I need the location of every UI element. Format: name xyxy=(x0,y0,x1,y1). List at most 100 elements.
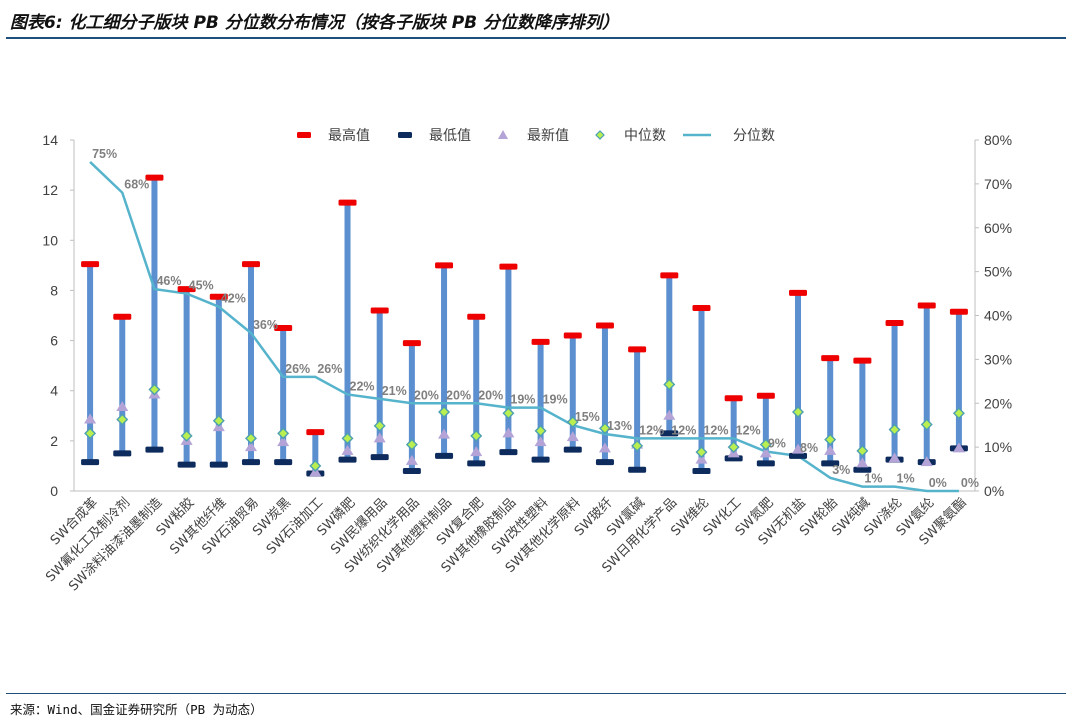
range-bar xyxy=(827,358,834,464)
y-left-tick-label: 10 xyxy=(42,232,58,248)
max-marker xyxy=(885,320,904,327)
max-marker xyxy=(949,308,968,315)
latest-marker xyxy=(502,427,515,438)
latest-marker xyxy=(856,457,869,468)
max-marker xyxy=(660,272,679,279)
min-marker xyxy=(660,430,679,437)
latest-marker xyxy=(470,446,483,457)
range-bar xyxy=(441,265,448,456)
legend-max-swatch xyxy=(297,132,311,138)
title-divider xyxy=(6,37,1066,39)
percentile-label: 13% xyxy=(607,419,632,433)
median-marker xyxy=(824,433,837,446)
latest-marker xyxy=(920,456,933,467)
max-marker xyxy=(81,261,100,268)
latest-marker xyxy=(116,401,129,412)
latest-marker xyxy=(244,441,257,452)
median-marker xyxy=(116,413,129,426)
y-right-tick-label: 30% xyxy=(984,351,1012,367)
median-marker xyxy=(856,444,869,457)
median-marker xyxy=(405,438,418,451)
range-bars xyxy=(87,177,962,474)
y-right-tick-label: 70% xyxy=(984,176,1012,192)
max-marker xyxy=(724,395,743,402)
y-left-tick-label: 12 xyxy=(42,182,58,198)
range-bar xyxy=(923,305,930,463)
legend-latest-swatch xyxy=(498,130,508,139)
min-marker xyxy=(756,460,775,467)
range-bar xyxy=(87,264,94,463)
median-marker xyxy=(920,418,933,431)
median-marker xyxy=(470,429,483,442)
y-right-tick-label: 60% xyxy=(984,220,1012,236)
max-marker xyxy=(435,262,454,269)
min-marker xyxy=(241,459,260,466)
min-marker xyxy=(274,459,293,466)
percentile-label: 19% xyxy=(510,393,535,407)
min-marker xyxy=(467,460,486,467)
range-bar xyxy=(569,335,576,450)
median-marker xyxy=(631,439,644,452)
range-bar xyxy=(634,349,641,470)
range-bar xyxy=(762,395,769,464)
latest-marker xyxy=(598,442,611,453)
legend-label: 中位数 xyxy=(624,128,666,144)
percentile-label: 12% xyxy=(671,423,696,437)
min-marker xyxy=(853,466,872,473)
median-marker xyxy=(341,432,354,445)
max-marker xyxy=(789,289,808,296)
latest-marker xyxy=(534,436,547,447)
y-left-tick-label: 6 xyxy=(50,333,58,349)
min-marker xyxy=(563,446,582,453)
range-bar xyxy=(795,292,802,456)
min-marker xyxy=(435,452,454,459)
range-bar xyxy=(280,328,287,463)
min-marker xyxy=(81,459,100,466)
percentile-label: 0% xyxy=(929,476,947,490)
legend-median-swatch xyxy=(595,130,605,140)
latest-marker xyxy=(695,453,708,464)
median-marker xyxy=(502,407,515,420)
figure-title: 图表6: 化工细分子版块 PB 分位数分布情况（按各子版块 PB 分位数降序排列… xyxy=(10,13,620,33)
latest-marker xyxy=(341,444,354,455)
percentile-label: 0% xyxy=(961,476,979,490)
range-bar xyxy=(537,341,544,460)
median-marker xyxy=(148,383,161,396)
min-marker xyxy=(370,454,389,461)
median-marker xyxy=(84,427,97,440)
percentile-label: 8% xyxy=(800,441,818,455)
y-left-tick-label: 8 xyxy=(50,282,58,298)
latest-marker xyxy=(888,452,901,463)
range-bar xyxy=(601,325,608,463)
percentile-label: 3% xyxy=(832,463,850,477)
latest-marker xyxy=(759,447,772,458)
min-marker xyxy=(531,456,550,463)
range-bar xyxy=(891,323,898,460)
latest-marker xyxy=(566,431,579,442)
range-bar xyxy=(955,311,962,449)
markers xyxy=(81,174,968,477)
max-marker xyxy=(467,313,486,320)
range-bar xyxy=(119,316,126,454)
legend-label: 最低值 xyxy=(429,128,471,144)
min-marker xyxy=(692,467,711,474)
median-marker xyxy=(212,414,225,427)
range-bar xyxy=(505,266,512,453)
max-marker xyxy=(274,325,293,332)
percentile-label: 45% xyxy=(189,279,214,293)
max-marker xyxy=(821,355,840,362)
percentile-label: 9% xyxy=(768,437,786,451)
percentile-line-path xyxy=(89,161,959,493)
y-right-tick-label: 0% xyxy=(984,483,1004,499)
max-marker xyxy=(402,340,421,347)
percentile-label: 1% xyxy=(864,472,882,486)
median-marker xyxy=(244,432,257,445)
percentile-label: 21% xyxy=(382,384,407,398)
median-marker xyxy=(180,429,193,442)
median-marker xyxy=(759,438,772,451)
max-marker xyxy=(177,286,196,293)
latest-marker xyxy=(438,428,451,439)
range-bar xyxy=(698,307,705,471)
latest-marker xyxy=(405,454,418,465)
y-left-tick-label: 2 xyxy=(50,433,58,449)
